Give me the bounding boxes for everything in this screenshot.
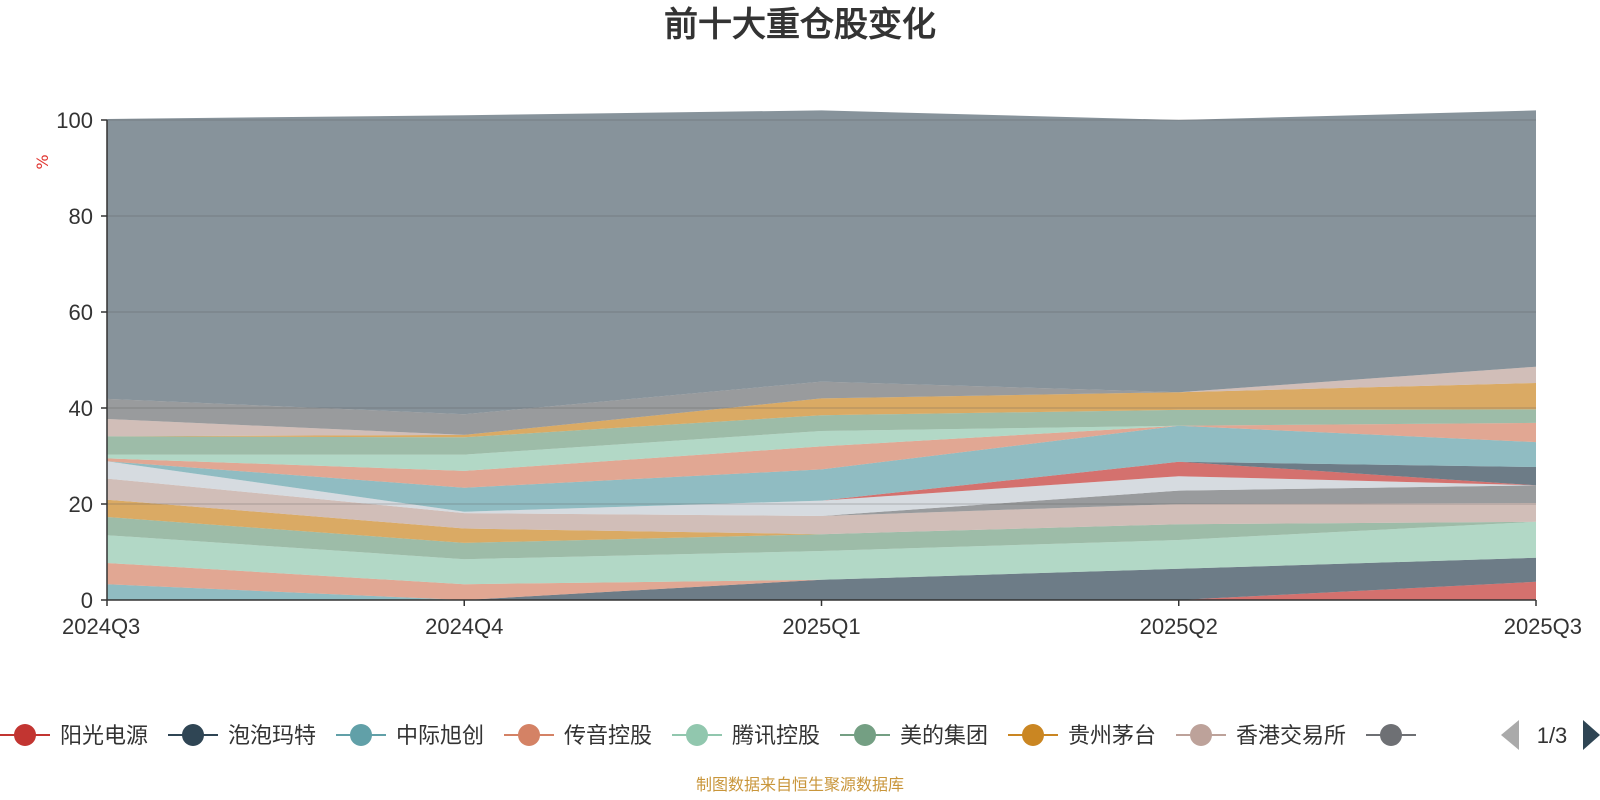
legend-label: 泡泡玛特 <box>228 724 316 749</box>
area-series-1 <box>107 581 1536 600</box>
area-series-6 <box>107 517 1536 560</box>
legend-item-1[interactable]: 阳光电源 <box>0 724 148 749</box>
y-tick-label: 40 <box>69 396 93 421</box>
x-tick-label: 2025Q3 <box>1504 614 1582 639</box>
legend-label: 贵州茅台 <box>1068 724 1156 749</box>
legend-marker <box>350 724 372 746</box>
legend-marker <box>14 724 36 746</box>
area-series-19 <box>107 366 1536 435</box>
legend-item-5[interactable]: 腾讯控股 <box>672 724 820 749</box>
legend-marker <box>182 724 204 746</box>
x-tick-label: 2024Q4 <box>425 614 503 639</box>
area-series-4 <box>107 557 1536 600</box>
gridlines <box>107 119 1536 505</box>
legend-item-7[interactable]: 贵州茅台 <box>1008 724 1156 749</box>
legend-marker <box>518 724 540 746</box>
legend-label: 香港交易所 <box>1236 724 1346 749</box>
y-tick-label: 0 <box>81 588 93 613</box>
legend-label: 美的集团 <box>900 724 988 749</box>
legend-item-6[interactable]: 美的集团 <box>840 724 988 749</box>
legend: 阳光电源 泡泡玛特 中际旭创 传音控股 腾讯控股 美的集团 贵州茅台 香港交易所 1/3 <box>0 720 1600 750</box>
legend-marker <box>854 724 876 746</box>
area-series-20 <box>107 110 1536 415</box>
area-series-3 <box>107 557 1536 600</box>
y-tick-label: 60 <box>69 300 93 325</box>
legend-label: 传音控股 <box>564 724 652 749</box>
legend-label: 中际旭创 <box>396 724 484 749</box>
legend-prev-page-icon[interactable] <box>1501 720 1519 750</box>
legend-marker <box>686 724 708 746</box>
area-series-15 <box>107 422 1536 471</box>
y-tick-label: 100 <box>56 108 93 133</box>
legend-marker <box>1022 724 1044 746</box>
area-series-13 <box>107 425 1536 512</box>
legend-item-3[interactable]: 中际旭创 <box>336 724 484 749</box>
y-tick-label: 80 <box>69 204 93 229</box>
legend-marker <box>1380 724 1402 746</box>
area-layers <box>107 110 1536 600</box>
area-series-8 <box>107 478 1536 535</box>
legend-item-9[interactable] <box>1366 724 1416 746</box>
area-series-9 <box>107 478 1536 516</box>
axes: 0 20 40 60 80 100 2024Q3 2024Q4 2025Q1 2025Q2 2025… <box>56 108 1582 639</box>
area-series-10 <box>107 461 1536 516</box>
area-series-7 <box>107 499 1536 543</box>
x-tick-label: 2025Q1 <box>782 614 860 639</box>
area-series-12 <box>107 461 1536 512</box>
legend-label: 腾讯控股 <box>732 724 820 749</box>
area-series-17 <box>107 383 1536 438</box>
legend-item-2[interactable]: 泡泡玛特 <box>168 724 316 749</box>
area-series-5 <box>107 521 1536 585</box>
legend-item-4[interactable]: 传音控股 <box>504 724 652 749</box>
x-tick-label: 2025Q2 <box>1140 614 1218 639</box>
legend-next-page-icon[interactable] <box>1583 720 1600 750</box>
area-series-16 <box>107 409 1536 455</box>
legend-item-8[interactable]: 香港交易所 <box>1176 724 1346 749</box>
area-series-11 <box>107 461 1536 512</box>
legend-marker <box>1190 724 1212 746</box>
area-series-14 <box>107 422 1536 488</box>
area-series-2 <box>107 557 1536 600</box>
x-tick-label: 2024Q3 <box>62 614 140 639</box>
legend-label: 阳光电源 <box>60 724 148 749</box>
y-axis-label: % <box>33 154 52 169</box>
legend-page-indicator: 1/3 <box>1537 723 1568 748</box>
area-series-18 <box>107 366 1536 437</box>
source-note: 制图数据来自恒生聚源数据库 <box>696 775 904 794</box>
y-tick-label: 20 <box>69 492 93 517</box>
chart-title: 前十大重仓股变化 <box>664 5 936 45</box>
